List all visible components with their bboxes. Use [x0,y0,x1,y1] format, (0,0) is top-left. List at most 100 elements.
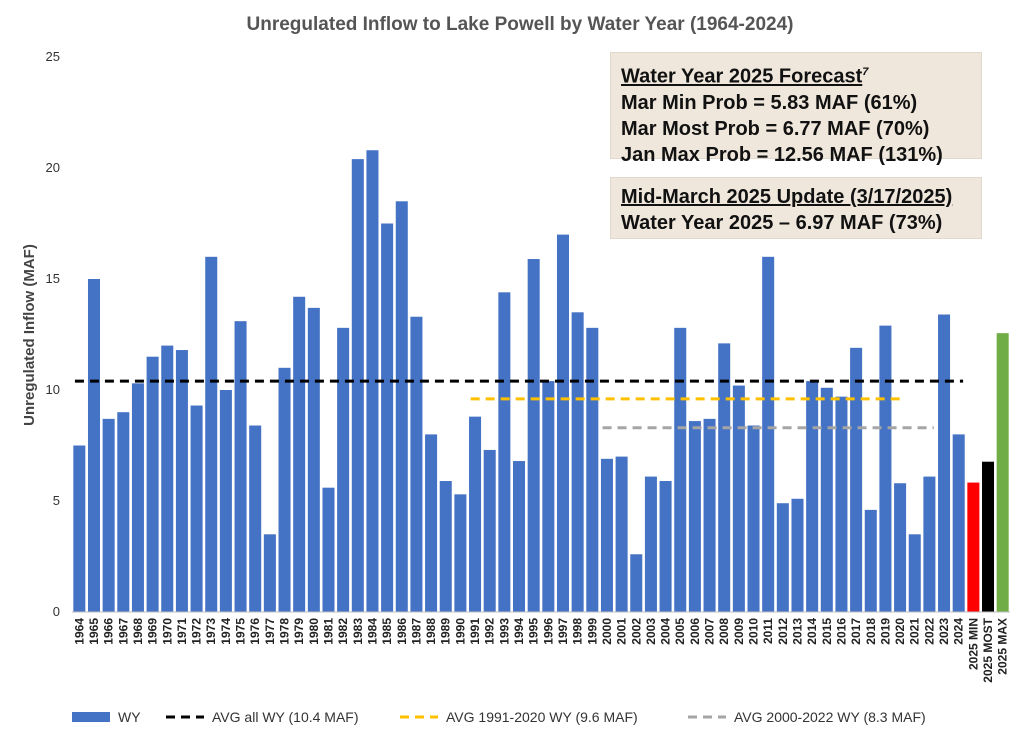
x-tick-label: 1990 [453,618,467,645]
x-tick-label: 1976 [248,618,262,645]
bar-2006 [688,421,701,612]
x-tick-label: 2019 [878,618,892,645]
x-tick-label: 2007 [703,618,717,645]
bars [73,150,1009,613]
x-tick-label: 2002 [629,618,643,645]
bar-1992 [483,449,496,612]
x-tick-label: 1984 [365,618,379,645]
bar-1965 [87,279,100,612]
bar-1973 [205,256,218,612]
bar-2001 [615,456,628,612]
bar-1964 [73,445,86,612]
bar-1989 [439,481,452,612]
x-tick-label: 1992 [483,618,497,645]
bar-2015 [820,387,833,612]
bar-2017 [850,347,863,612]
x-tick-label: 2013 [790,618,804,645]
legend-swatch-wy [72,712,110,722]
bar-1978 [278,367,291,612]
x-tick-label: 1993 [497,618,511,645]
bar-1990 [454,494,467,612]
bar-2010 [747,425,760,612]
bar-2014 [806,381,819,612]
bar-2012 [776,503,789,612]
bar-2004 [659,481,672,612]
x-tick-label: 2012 [776,618,790,645]
bar-1967 [117,412,130,612]
bar-1987 [410,316,423,612]
bar-2007 [703,418,716,612]
x-tick-label: 1997 [556,618,570,645]
bar-2008 [718,343,731,612]
bar-2003 [644,476,657,612]
x-tick-label: 1964 [72,618,86,645]
bar-1975 [234,321,247,612]
bar-1985 [381,223,394,612]
bar-1993 [498,292,511,612]
update-box-heading: Mid-March 2025 Update (3/17/2025) [621,186,953,208]
bar-1977 [263,534,276,612]
bar-1988 [425,434,438,612]
x-tick-label: 2017 [849,618,863,645]
bar-1995 [527,259,540,612]
bar-2019 [879,325,892,612]
bar-2023 [938,314,951,612]
bar-2022 [923,476,936,612]
x-tick-label: 1967 [116,618,130,645]
bar-1997 [556,234,569,612]
x-tick-label: 1979 [292,618,306,645]
x-tick-label: 2001 [615,618,629,645]
x-tick-label: 1978 [278,618,292,645]
x-tick-label: 1975 [234,618,248,645]
x-tick-label: 2020 [893,618,907,645]
forecast-line-min: Mar Min Prob = 5.83 MAF (61%) [621,91,918,114]
x-tick-label: 2009 [732,618,746,645]
y-tick-label: 0 [53,604,60,619]
bar-1999 [586,327,599,612]
bar-2025-min [967,482,980,612]
x-tick-label: 2022 [922,618,936,645]
bar-2000 [600,458,613,612]
x-tick-label: 2008 [717,618,731,645]
x-tick-label: 1980 [307,618,321,645]
bar-2005 [674,327,687,612]
bar-2009 [732,385,745,612]
x-tick-label: 2024 [952,618,966,645]
x-tick-label: 2010 [747,618,761,645]
y-tick-label: 5 [53,493,60,508]
x-tick-label: 2016 [834,618,848,645]
bar-1998 [571,312,584,612]
x-tick-label: 2021 [908,618,922,645]
forecast-box-heading: Water Year 2025 Forecast [621,65,863,88]
x-tick-label: 1982 [336,618,350,645]
bar-2021 [908,534,921,612]
x-tick-label: 2025 MIN [966,618,980,670]
x-tick-label: 2023 [937,618,951,645]
x-tick-label: 2004 [659,618,673,645]
x-axis-ticks: 1964 1965 1966 1967 1968 1969 1970 1971 1972 1973… [72,617,1009,682]
x-tick-label: 1995 [527,618,541,645]
legend-label: AVG 2000-2022 WY (8.3 MAF) [734,709,926,725]
bar-1974 [219,390,232,612]
x-tick-label: 1996 [541,618,555,645]
bar-1980 [307,307,320,612]
x-tick-label: 1968 [131,618,145,645]
forecast-box: Water Year 2025 Forecast7 Mar Min Prob =… [610,52,982,166]
x-tick-label: 2015 [820,618,834,645]
x-tick-label: 2011 [761,618,775,644]
update-box: Mid-March 2025 Update (3/17/2025) Water … [610,177,982,239]
x-tick-label: 1999 [585,618,599,645]
bar-1976 [249,425,262,612]
bar-1972 [190,405,203,612]
bar-1971 [175,350,188,612]
x-tick-label: 2006 [688,618,702,645]
bar-1968 [131,383,144,612]
bar-1969 [146,356,159,612]
y-tick-label: 10 [46,382,60,397]
bar-2013 [791,498,804,612]
x-tick-label: 1989 [439,618,453,645]
bar-1986 [395,201,408,613]
bar-1981 [322,487,335,612]
x-tick-label: 1981 [321,618,335,645]
